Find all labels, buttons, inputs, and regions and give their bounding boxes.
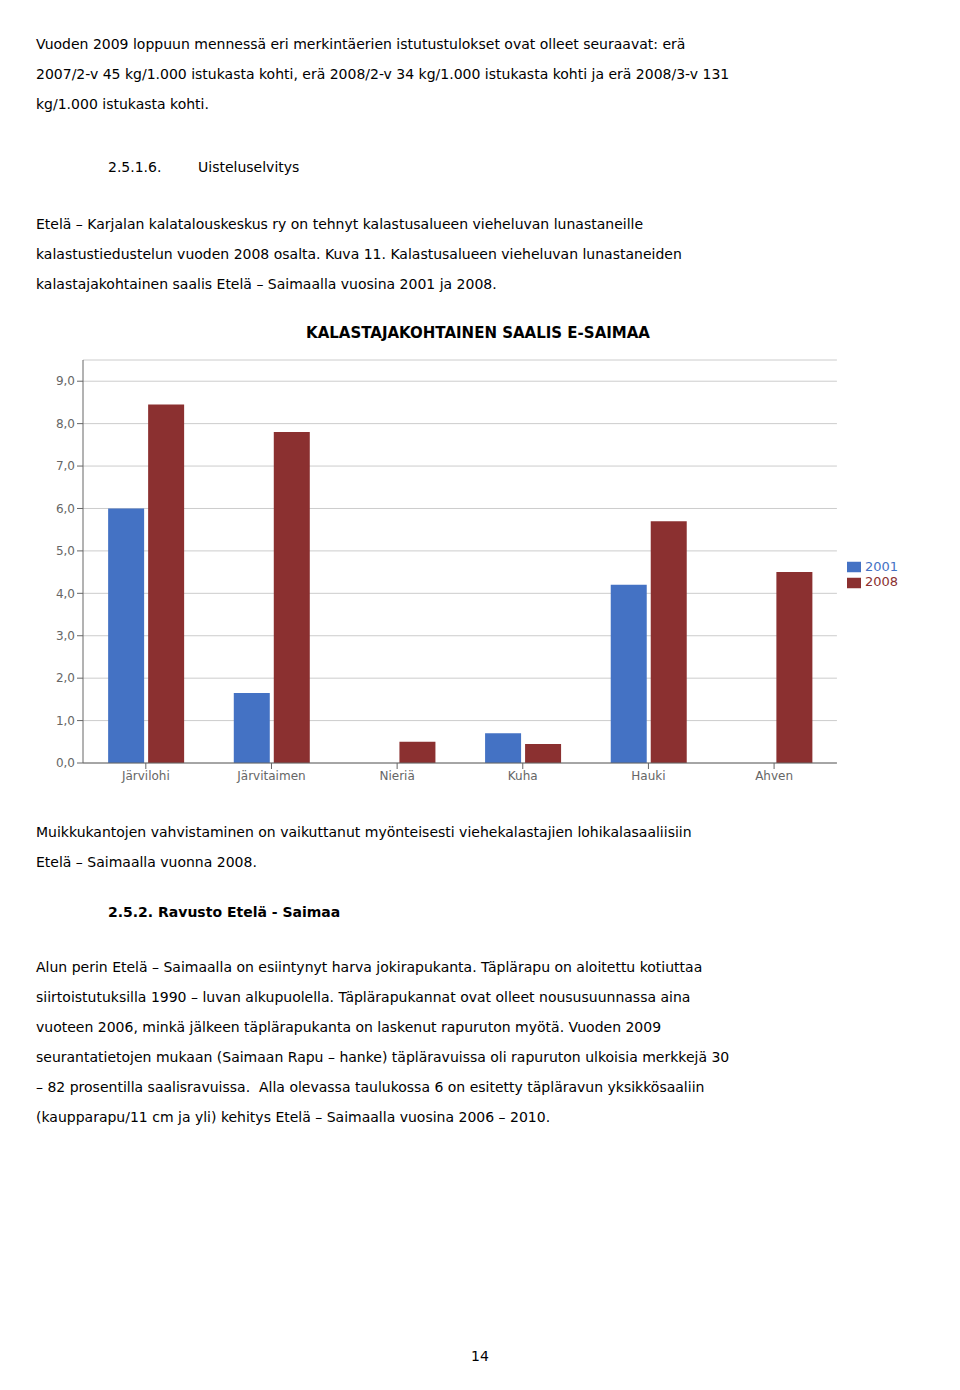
svg-text:3,0: 3,0: [56, 629, 75, 643]
svg-text:Nieriä: Nieriä: [379, 769, 414, 783]
html-text:(kaupparapu/11 cm ja yli) kehi: (kaupparapu/11 cm ja yli) kehitys Etelä …: [36, 1109, 551, 1125]
html-text:14: 14: [471, 1348, 489, 1364]
svg-text:7,0: 7,0: [56, 459, 75, 473]
svg-text:4,0: 4,0: [56, 587, 75, 601]
html-text:vuoteen 2006, minkä jälkeen tä: vuoteen 2006, minkä jälkeen täplärapukan…: [36, 1019, 662, 1035]
svg-text:5,0: 5,0: [56, 544, 75, 558]
html-text:Etelä – Karjalan kalatalouskes: Etelä – Karjalan kalatalouskeskus ry on …: [36, 216, 643, 232]
html-text:2008: 2008: [864, 574, 898, 589]
svg-text:6,0: 6,0: [56, 502, 75, 516]
svg-text:9,0: 9,0: [56, 374, 75, 388]
html-text:Etelä – Saimaalla vuonna 2008.: Etelä – Saimaalla vuonna 2008.: [36, 854, 257, 870]
html-text:2.5.2. Ravusto Etelä - Saimaa: 2.5.2. Ravusto Etelä - Saimaa: [108, 904, 341, 920]
html-text:kalastajakohtainen saalis Etel: kalastajakohtainen saalis Etelä – Saimaa…: [36, 276, 497, 292]
html-text:seurantatietojen mukaan (Saima: seurantatietojen mukaan (Saimaan Rapu – …: [36, 1049, 730, 1065]
html-text:Uisteluselvitys: Uisteluselvitys: [198, 159, 300, 175]
svg-text:Järvitaimen: Järvitaimen: [236, 769, 305, 783]
html-text:Alun perin Etelä – Saimaalla o: Alun perin Etelä – Saimaalla on esiintyn…: [36, 959, 703, 975]
html-text:Muikkukantojen vahvistaminen o: Muikkukantojen vahvistaminen on vaikutta…: [36, 824, 692, 840]
html-text:kalastustiedustelun vuoden 200: kalastustiedustelun vuoden 2008 osalta. …: [36, 246, 682, 262]
html-text:Vuoden 2009 loppuun mennessä e: Vuoden 2009 loppuun mennessä eri merkint…: [36, 36, 686, 52]
svg-text:Kuha: Kuha: [508, 769, 538, 783]
html-text:kg/1.000 istukasta kohti.: kg/1.000 istukasta kohti.: [36, 96, 209, 112]
svg-text:2,0: 2,0: [56, 671, 75, 685]
svg-text:Ahven: Ahven: [755, 769, 793, 783]
svg-text:0,0: 0,0: [56, 756, 75, 770]
html-text:2007/2-v 45 kg/1.000 istukasta: 2007/2-v 45 kg/1.000 istukasta kohti, er…: [36, 66, 730, 82]
svg-text:Järvilohi: Järvilohi: [121, 769, 170, 783]
html-text:2001: 2001: [864, 558, 898, 574]
html-text:KALASTAJAKOHTAINEN SAALIS E-SA: KALASTAJAKOHTAINEN SAALIS E-SAIMAA: [306, 324, 650, 342]
svg-text:1,0: 1,0: [56, 714, 75, 728]
html-text:2.5.1.6.: 2.5.1.6.: [108, 159, 162, 175]
svg-text:Hauki: Hauki: [631, 769, 665, 783]
html-text:siirtoistutuksilla 1990 – luva: siirtoistutuksilla 1990 – luvan alkupuol…: [36, 989, 691, 1005]
html-text:– 82 prosentilla saalisravuiss: – 82 prosentilla saalisravuissa. Alla ol…: [36, 1079, 705, 1095]
svg-text:8,0: 8,0: [56, 417, 75, 431]
